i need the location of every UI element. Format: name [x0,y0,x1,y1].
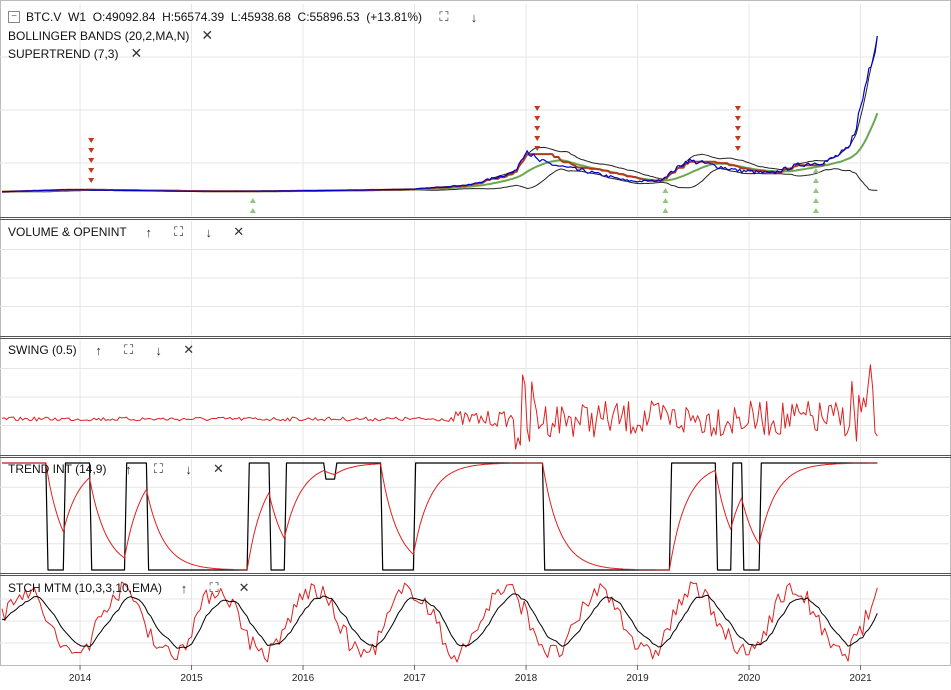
low-value: L:45938.68 [230,10,291,24]
x-tick-label: 2019 [626,673,649,684]
sell-marker [734,106,741,111]
close-icon[interactable]: ✕ [183,342,195,357]
sell-marker [734,146,741,151]
overlay-bollinger: BOLLINGER BANDS (20,2,MA,N) ✕ [8,27,213,44]
maximize-icon[interactable]: ⛶ [174,224,184,239]
high-value: H:56574.39 [162,10,225,24]
arrow-up-icon[interactable]: ↑ [180,580,188,596]
stoch-mtm-line [1,593,878,649]
overlay-label: BOLLINGER BANDS (20,2,MA,N) [8,28,190,43]
sell-marker [88,138,95,143]
maximize-icon[interactable]: ⛶ [153,461,164,476]
buy-marker [662,198,669,203]
stoch-mtm-signal-line [1,581,878,663]
x-tick-label: 2021 [849,673,872,684]
buy-marker [249,198,256,203]
pane-label: TREND INT (14,9) [8,462,107,476]
sell-marker [88,158,95,163]
arrow-down-icon[interactable]: ↓ [155,342,162,358]
price-line [1,36,878,193]
pane-header-volume: VOLUME & OPENINT ↑ ⛶ ↓ ✕ [8,224,247,240]
x-tick-label: 2016 [292,673,315,684]
collapse-button[interactable]: − [8,11,20,23]
buy-marker [812,208,819,213]
close-icon[interactable]: ✕ [238,580,250,595]
symbol-label: BTC.V [26,10,62,24]
sell-marker [534,116,541,121]
sell-marker [534,146,541,151]
arrow-up-icon[interactable]: ↑ [145,224,152,240]
sell-marker [88,168,95,173]
sell-marker [734,126,741,131]
bb-middle-line [2,112,879,193]
change-value: (+13.81%) [366,10,422,24]
sell-marker [88,148,95,153]
close-icon[interactable]: ✕ [233,224,245,239]
buy-marker [812,168,819,173]
chart-frame [0,0,951,666]
maximize-icon[interactable]: ⛶ [209,580,219,595]
pane-header-swing: SWING (0.5) ↑ ⛶ ↓ ✕ [8,342,197,358]
x-tick-label: 2020 [738,673,761,684]
arrow-down-icon[interactable]: ↓ [470,9,478,25]
close-value: C:55896.53 [297,10,360,24]
arrow-up-icon[interactable]: ↑ [125,461,132,477]
arrow-down-icon[interactable]: ↓ [185,461,192,477]
swing-line [1,364,878,450]
pane-header-stoch-mtm: STCH MTM (10,3,3,10,EMA) ↑ ⛶ ✕ [8,580,252,596]
trend-int-line [2,462,878,571]
pane-header-trend-int: TREND INT (14,9) ↑ ⛶ ↓ ✕ [8,461,226,477]
buy-marker [662,188,669,193]
interval-label: W1 [68,10,87,24]
close-icon[interactable]: ✕ [213,461,224,476]
buy-marker [812,188,819,193]
arrow-up-icon[interactable]: ↑ [95,342,102,358]
maximize-icon[interactable]: ⛶ [439,9,449,24]
close-icon[interactable]: ✕ [201,27,214,43]
buy-marker [812,178,819,183]
open-value: O:49092.84 [92,10,156,24]
pane-label: STCH MTM (10,3,3,10,EMA) [8,581,163,595]
supertrend-line [1,153,826,193]
sell-marker [534,136,541,141]
sell-marker [734,136,741,141]
sell-marker [88,178,95,183]
trend-int-signal-line [2,462,878,571]
overlay-supertrend: SUPERTREND (7,3) ✕ [8,45,142,62]
sell-marker [734,116,741,121]
buy-marker [812,198,819,203]
arrow-down-icon[interactable]: ↓ [205,224,212,240]
buy-marker [662,208,669,213]
pane-label: VOLUME & OPENINT [8,225,127,239]
pane-label: SWING (0.5) [8,343,77,357]
x-tick-label: 2015 [180,673,203,684]
overlay-label: SUPERTREND (7,3) [8,46,119,61]
x-tick-label: 2017 [403,673,426,684]
x-tick-label: 2018 [515,673,538,684]
symbol-header: − BTC.V W1 O:49092.84 H:56574.39 L:45938… [8,9,482,25]
x-tick-label: 2014 [69,673,92,684]
maximize-icon[interactable]: ⛶ [124,342,134,357]
buy-marker [249,208,256,213]
sell-marker [534,106,541,111]
close-icon[interactable]: ✕ [130,45,143,61]
sell-marker [534,126,541,131]
